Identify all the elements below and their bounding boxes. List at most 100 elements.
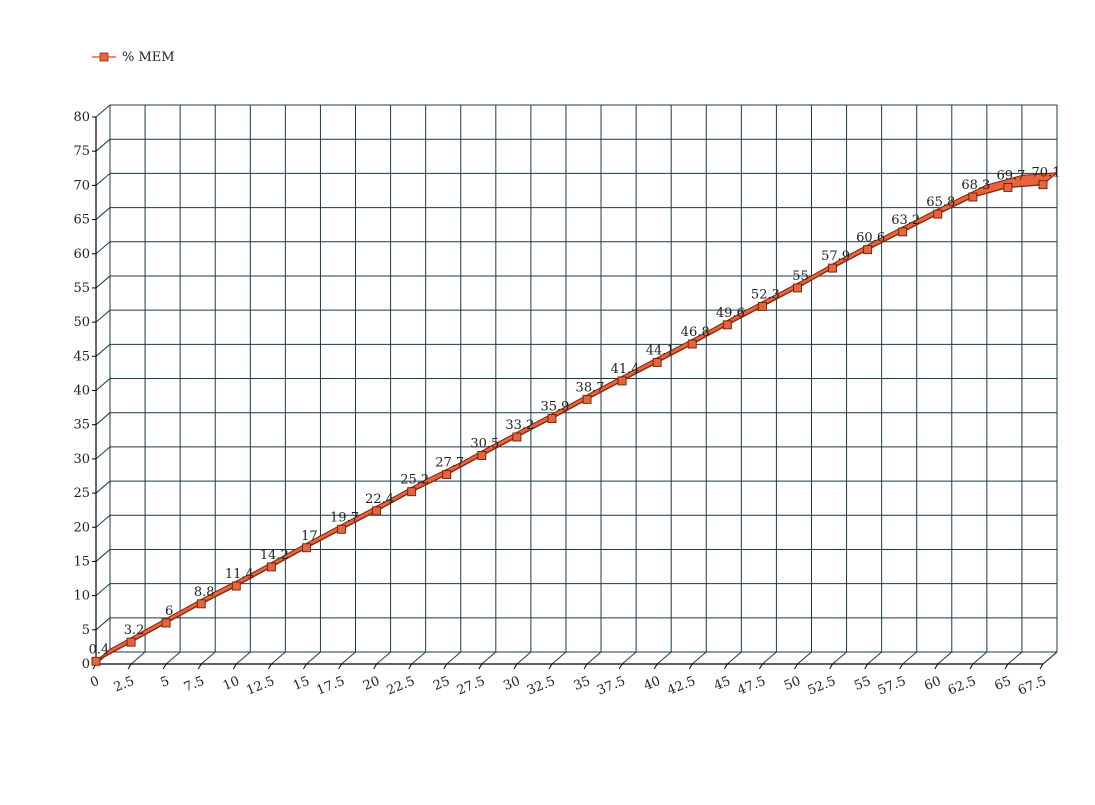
x-tick-label: 20 bbox=[361, 674, 382, 694]
data-label: 52.3 bbox=[751, 287, 780, 302]
x-tick-mark bbox=[969, 663, 974, 670]
floor-line bbox=[797, 651, 812, 665]
y-tick-label: 25 bbox=[73, 486, 90, 501]
data-label: 57.9 bbox=[821, 249, 850, 264]
data-label: 44.1 bbox=[646, 343, 675, 358]
data-label: 46.8 bbox=[681, 325, 710, 340]
data-point bbox=[477, 451, 487, 460]
data-label: 27.7 bbox=[435, 456, 464, 471]
side-wall-line bbox=[95, 549, 111, 562]
x-tick-label: 42.5 bbox=[665, 674, 697, 699]
data-label: 55 bbox=[792, 269, 809, 284]
x-tick-label: 52.5 bbox=[806, 674, 838, 699]
floor-line bbox=[867, 651, 882, 665]
x-tick-label: 22.5 bbox=[385, 674, 417, 699]
data-point bbox=[863, 245, 873, 255]
x-tick-mark bbox=[864, 663, 869, 670]
floor-line bbox=[621, 651, 637, 665]
legend: % MEM bbox=[92, 50, 175, 65]
x-tick-label: 25 bbox=[431, 674, 452, 694]
x-tick-mark bbox=[723, 663, 728, 670]
floor-line bbox=[937, 651, 953, 665]
floor-line bbox=[130, 651, 146, 665]
side-wall-line bbox=[95, 309, 111, 323]
floor-line bbox=[446, 651, 462, 665]
y-tick-label: 70 bbox=[73, 178, 90, 193]
axes bbox=[92, 116, 1044, 670]
data-point bbox=[1003, 182, 1013, 192]
x-tick-label: 35 bbox=[572, 674, 593, 694]
data-point bbox=[126, 637, 136, 647]
side-wall-line bbox=[95, 617, 111, 631]
data-label: 0.4 bbox=[89, 642, 110, 657]
x-tick-mark bbox=[548, 663, 553, 670]
data-point bbox=[687, 339, 697, 349]
data-point bbox=[793, 283, 802, 293]
floor-line bbox=[762, 651, 777, 665]
grid bbox=[95, 104, 1058, 665]
data-label: 8.8 bbox=[194, 585, 215, 600]
y-tick-label: 75 bbox=[73, 144, 90, 159]
floor-edge bbox=[1042, 651, 1058, 665]
x-tick-label: 55 bbox=[852, 674, 873, 694]
data-label: 33.2 bbox=[505, 418, 534, 433]
side-wall-line bbox=[95, 583, 111, 597]
y-tick-label: 10 bbox=[73, 589, 90, 604]
data-point bbox=[196, 599, 206, 609]
x-tick-label: 40 bbox=[642, 674, 663, 694]
data-label: 3.2 bbox=[124, 623, 145, 638]
x-tick-label: 12.5 bbox=[244, 674, 276, 699]
x-tick-mark bbox=[653, 663, 658, 670]
data-point bbox=[933, 209, 943, 219]
y-tick-label: 55 bbox=[73, 281, 90, 296]
x-tick-mark bbox=[162, 663, 167, 670]
x-tick-mark bbox=[513, 663, 518, 670]
side-wall-line bbox=[95, 172, 111, 186]
x-tick-label: 45 bbox=[712, 674, 733, 694]
data-label: 68.3 bbox=[961, 178, 990, 193]
x-tick-mark bbox=[197, 663, 202, 670]
floor-line bbox=[271, 651, 286, 665]
data-label: 25.2 bbox=[400, 473, 429, 488]
legend-marker bbox=[99, 52, 109, 62]
side-wall-line bbox=[95, 207, 111, 220]
floor-line bbox=[306, 651, 321, 665]
legend-label: % MEM bbox=[122, 50, 175, 65]
data-point bbox=[407, 487, 417, 497]
floor-line bbox=[341, 651, 356, 665]
y-tick-label: 60 bbox=[73, 247, 90, 262]
x-tick-mark bbox=[478, 663, 483, 670]
data-point bbox=[91, 656, 101, 666]
x-tick-mark bbox=[688, 663, 693, 670]
y-tick-label: 0 bbox=[82, 657, 90, 672]
side-wall-line bbox=[95, 378, 111, 391]
x-tick-mark bbox=[127, 663, 132, 670]
data-label: 60.6 bbox=[856, 231, 885, 246]
data-labels: 0.4 3.2 6 8.8 11.4 14.2 17 19.7 22.4 25.2 27.7 30.5… bbox=[89, 166, 1061, 658]
y-tick-label: 5 bbox=[82, 623, 90, 638]
y-tick-label: 45 bbox=[73, 349, 90, 364]
floor-line bbox=[691, 651, 707, 665]
x-tick-mark bbox=[794, 663, 798, 670]
data-point bbox=[757, 301, 767, 311]
y-tick-label: 30 bbox=[73, 452, 90, 467]
x-tick-mark bbox=[758, 663, 763, 670]
series-line bbox=[95, 183, 1044, 662]
x-tick-label: 57.5 bbox=[876, 674, 908, 699]
data-point bbox=[547, 414, 557, 423]
data-label: 70.1 bbox=[1032, 166, 1061, 181]
x-tick-mark bbox=[373, 663, 378, 670]
data-label: 41.4 bbox=[611, 362, 640, 377]
x-tick-mark bbox=[303, 663, 307, 670]
floor-line bbox=[727, 651, 742, 665]
x-tick-label: 67.5 bbox=[1016, 674, 1048, 699]
side-wall-line bbox=[95, 514, 111, 528]
x-tick-label: 0 bbox=[88, 674, 101, 691]
data-point bbox=[898, 227, 908, 237]
data-point bbox=[231, 581, 241, 591]
x-tick-mark bbox=[934, 663, 939, 670]
data-label: 22.4 bbox=[365, 492, 394, 507]
data-point bbox=[617, 376, 627, 386]
floor-line bbox=[165, 651, 181, 665]
